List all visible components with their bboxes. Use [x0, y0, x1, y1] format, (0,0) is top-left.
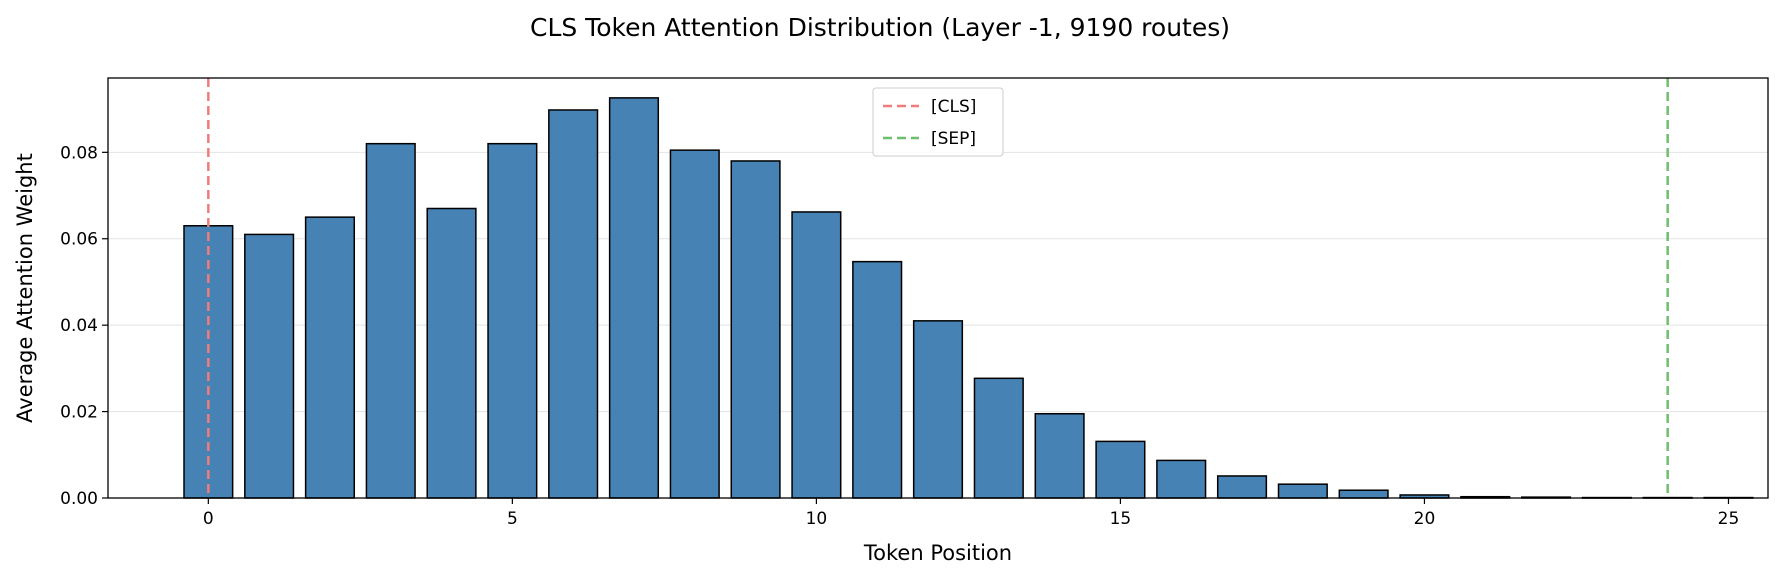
bar	[608, 97, 660, 499]
y-tick-label: 0.08	[60, 143, 98, 163]
bar	[487, 142, 538, 499]
chart-title: CLS Token Attention Distribution (Layer …	[530, 13, 1230, 42]
x-tick-label: 25	[1718, 509, 1740, 529]
bar	[1034, 412, 1085, 499]
y-tick-label: 0.06	[60, 230, 98, 250]
x-tick-label: 0	[203, 509, 214, 529]
x-axis-ticks: 0 5 10 15 20 25	[203, 498, 1739, 529]
y-tick-label: 0.04	[60, 316, 98, 336]
bar	[244, 233, 295, 499]
x-tick-label: 20	[1414, 509, 1436, 529]
bar	[1216, 475, 1268, 499]
plot-frame	[107, 77, 1769, 499]
bar	[669, 149, 720, 499]
bar	[1156, 459, 1207, 499]
bar	[973, 377, 1024, 499]
legend: [CLS] [SEP]	[872, 87, 1004, 157]
bar	[1338, 489, 1389, 499]
legend-label: [SEP]	[931, 129, 976, 149]
bar	[426, 207, 477, 499]
bar	[730, 160, 781, 499]
y-axis-label: Average Attention Weight	[13, 153, 37, 423]
bars	[183, 97, 1754, 499]
bar	[1095, 440, 1146, 499]
bar	[548, 109, 599, 499]
bar	[1277, 483, 1328, 499]
y-axis-ticks: 0.00 0.02 0.04 0.06 0.08	[60, 143, 108, 509]
bar	[912, 320, 964, 499]
y-tick-label: 0.00	[60, 489, 98, 509]
x-tick-label: 5	[507, 509, 518, 529]
bar	[304, 216, 356, 499]
bar	[365, 142, 416, 499]
bar	[852, 260, 903, 499]
y-tick-label: 0.02	[60, 403, 98, 423]
bar	[791, 211, 842, 499]
legend-label: [CLS]	[931, 97, 976, 117]
reference-lines	[207, 78, 1669, 498]
x-tick-label: 10	[806, 509, 828, 529]
x-tick-label: 15	[1110, 509, 1132, 529]
x-axis-label: Token Position	[863, 541, 1012, 565]
